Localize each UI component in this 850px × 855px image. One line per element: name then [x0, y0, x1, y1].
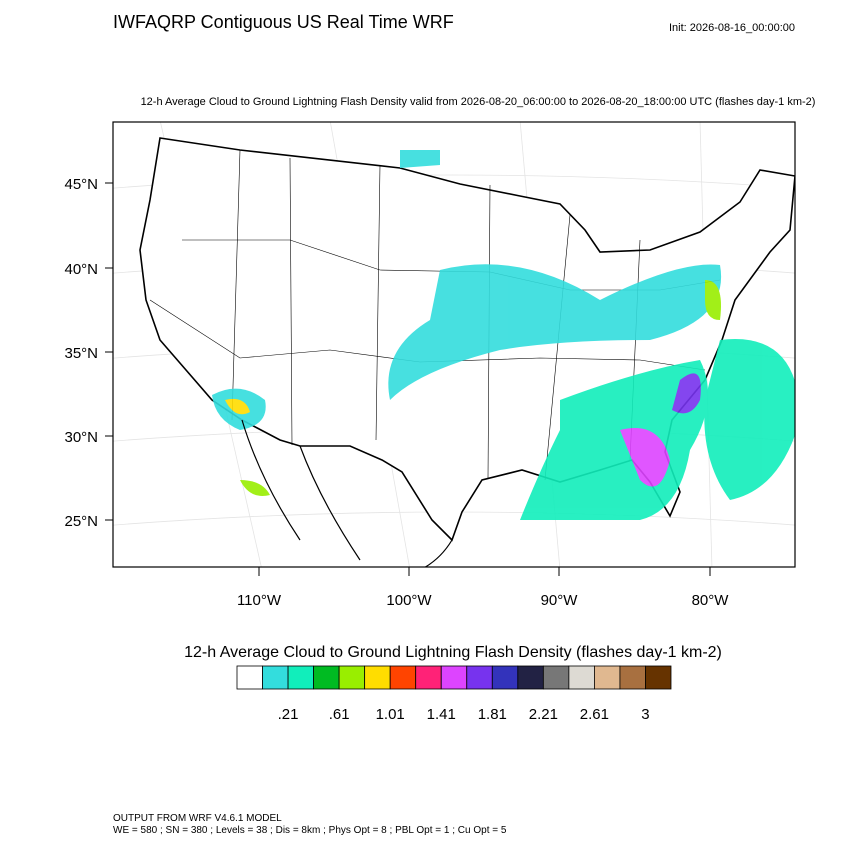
colorbar-label: 2.61: [580, 706, 609, 723]
colorbar-title: 12-h Average Cloud to Ground Lightning F…: [184, 644, 722, 661]
subtitle: 12-h Average Cloud to Ground Lightning F…: [141, 96, 816, 108]
lat-label: 35°N: [64, 345, 98, 362]
lat-label: 45°N: [64, 176, 98, 193]
colorbar-swatch: [568, 665, 595, 690]
colorbar-label: 1.41: [427, 706, 456, 723]
colorbar-swatch: [313, 665, 340, 690]
lon-label: 110°W: [237, 592, 282, 609]
map: [112, 121, 796, 568]
footer-line: OUTPUT FROM WRF V4.6.1 MODEL: [113, 813, 282, 824]
colorbar-swatch: [517, 665, 544, 690]
colorbar-swatch: [619, 665, 646, 690]
colorbar-swatch: [262, 665, 289, 690]
lon-label: 90°W: [541, 592, 579, 609]
colorbar-swatch: [594, 665, 621, 690]
mexico-coast: [241, 419, 453, 567]
lat-label: 40°N: [64, 261, 98, 278]
colorbar-swatch: [287, 665, 314, 690]
colorbar: .21 .61 1.01 1.41 1.81 2.21 2.61 3: [236, 665, 672, 723]
colorbar-swatch: [236, 665, 263, 690]
colorbar-label: .61: [329, 706, 350, 723]
colorbar-swatch: [645, 665, 672, 690]
footer-line: WE = 580 ; SN = 380 ; Levels = 38 ; Dis …: [113, 825, 507, 836]
colorbar-swatch: [440, 665, 468, 690]
map-axes: 45°N 40°N 35°N 30°N 25°N 110°W 100°W 90°W 80°W: [64, 176, 729, 609]
colorbar-label: 2.21: [529, 706, 558, 723]
colorbar-label: 1.01: [376, 706, 405, 723]
colorbar-swatch: [338, 665, 366, 690]
map-frame: [112, 121, 796, 568]
lon-label: 100°W: [386, 592, 432, 609]
lat-label: 30°N: [64, 429, 98, 446]
colorbar-label: .21: [278, 706, 299, 723]
colorbar-swatch: [364, 665, 391, 690]
colorbar-swatch: [491, 665, 519, 690]
colorbar-label: 3: [641, 706, 649, 723]
colorbar-swatch: [542, 665, 570, 690]
lon-label: 80°W: [692, 592, 730, 609]
colorbar-swatch: [389, 665, 417, 690]
init-time: Init: 2026-08-16_00:00:00: [669, 22, 795, 34]
lightning-fields: [212, 150, 795, 520]
title: IWFAQRP Contiguous US Real Time WRF: [113, 12, 454, 32]
colorbar-swatch: [466, 665, 493, 690]
lat-label: 25°N: [64, 513, 98, 530]
colorbar-label: 1.81: [478, 706, 507, 723]
colorbar-swatch: [415, 665, 442, 690]
